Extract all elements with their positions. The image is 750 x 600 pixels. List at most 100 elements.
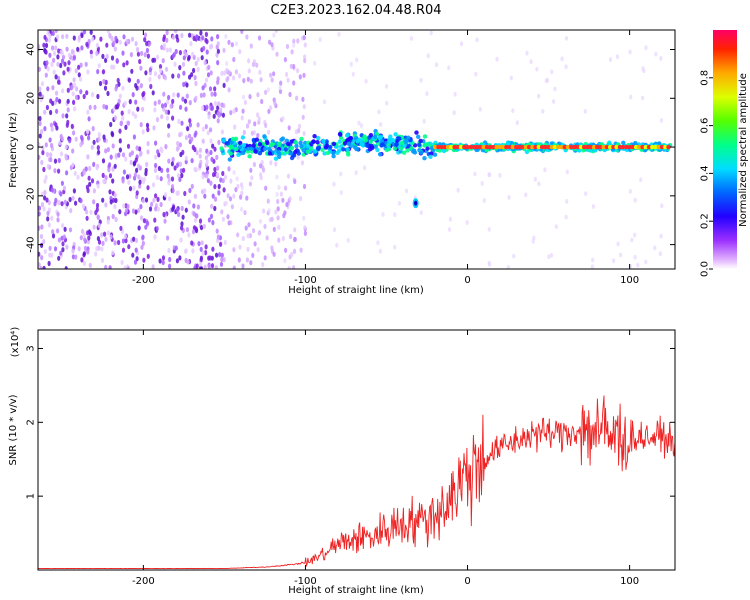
peak-cell [620,144,626,150]
noise-speckle [296,68,300,74]
noise-speckle [533,176,538,182]
noise-speckle [146,185,150,191]
colorbar-tick-label: 0.6 [700,118,711,134]
noise-speckle [171,188,175,194]
noise-speckle [66,98,70,104]
noise-speckle [102,78,106,85]
noise-speckle [85,90,89,96]
noise-speckle [653,245,657,251]
noise-speckle [136,163,141,169]
noise-speckle [47,37,52,43]
noise-speckle [211,220,215,226]
noise-speckle [110,130,114,137]
peak-cell [650,144,655,150]
noise-speckle [178,176,182,182]
noise-speckle [211,246,215,252]
noise-speckle [95,50,99,57]
noise-speckle [96,236,100,242]
noise-speckle [76,174,80,180]
noise-speckle [89,209,93,215]
noise-speckle [195,150,199,156]
signal-cell [277,141,282,147]
noise-speckle [260,98,264,105]
noise-speckle [120,259,124,265]
noise-speckle [80,257,84,263]
noise-speckle [187,199,191,205]
signal-cell [294,143,299,149]
noise-speckle [547,254,551,259]
noise-speckle [174,48,178,55]
noise-speckle [190,158,194,164]
signal-cell [401,150,407,155]
signal-cell [424,142,429,147]
noise-speckle [49,109,53,116]
noise-speckle [97,222,101,228]
noise-speckle [238,49,242,55]
noise-speckle [157,99,161,105]
noise-speckle [54,197,58,203]
noise-speckle [112,197,116,203]
noise-speckle [246,76,250,82]
signal-cell [588,148,593,153]
peak-cell [572,144,577,150]
noise-speckle [61,113,65,119]
noise-speckle [253,121,257,127]
noise-speckle [55,96,59,103]
noise-speckle [172,92,176,98]
noise-speckle [495,56,499,62]
noise-speckle [88,165,92,172]
noise-speckle [151,182,156,188]
noise-speckle [145,161,149,167]
noise-speckle [152,197,156,203]
noise-speckle [246,233,250,239]
noise-speckle [46,216,50,222]
noise-speckle [209,138,213,144]
noise-speckle [159,146,163,152]
noise-speckle [96,93,100,100]
noise-speckle [290,49,294,55]
noise-speckle [83,245,88,251]
noise-speckle [220,129,224,135]
signal-cell [365,143,370,148]
peak-cell [565,144,571,150]
signal-cell [399,146,404,151]
noise-speckle [203,264,207,269]
noise-speckle [88,262,92,268]
noise-speckle [232,56,236,63]
noise-speckle [509,75,513,81]
noise-speckle [207,64,211,70]
noise-speckle [639,177,643,183]
noise-speckle [125,38,129,45]
noise-speckle [237,257,241,263]
noise-speckle [144,224,148,230]
noise-speckle [274,161,278,167]
noise-speckle [199,246,203,252]
noise-speckle [86,109,90,115]
noise-speckle [64,266,68,269]
noise-speckle [56,34,60,40]
noise-speckle [126,120,131,126]
noise-speckle [250,130,254,136]
noise-speckle [154,154,158,160]
noise-speckle [286,173,291,179]
noise-speckle [40,255,44,261]
noise-speckle [113,115,117,121]
noise-speckle [122,62,126,68]
noise-speckle [240,115,244,121]
peak-cell [455,144,460,150]
noise-speckle [583,109,587,114]
noise-speckle [183,98,188,104]
noise-speckle [138,146,142,152]
peak-cell [601,144,606,150]
noise-speckle [230,42,234,48]
noise-speckle [205,159,209,165]
noise-speckle [57,48,61,54]
signal-cell [301,148,306,153]
noise-speckle [199,261,203,267]
noise-speckle [126,203,130,210]
signal-cell [368,139,373,144]
noise-speckle [217,190,221,196]
noise-speckle [245,195,249,201]
noise-speckle [204,155,208,161]
noise-speckle [186,126,190,132]
